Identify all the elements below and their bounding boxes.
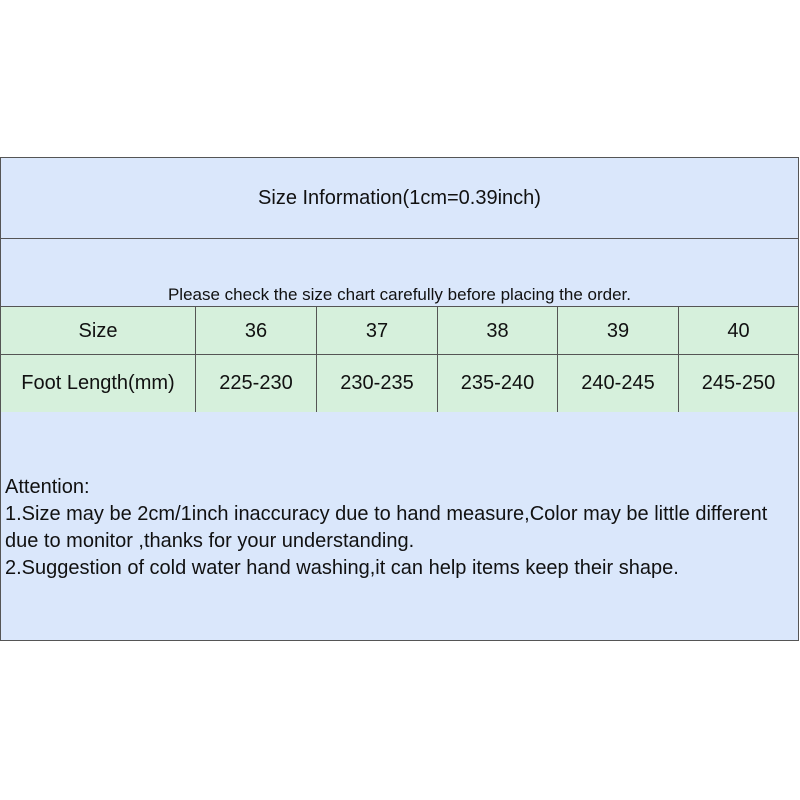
chart-title: Size Information(1cm=0.39inch) [1,158,798,239]
table-cell: 240-245 [558,355,679,412]
attention-line-2: 2.Suggestion of cold water hand washing,… [5,557,679,579]
table-cell: 225-230 [196,355,317,412]
attention-line-1: 1.Size may be 2cm/1inch inaccuracy due t… [5,503,768,552]
attention-heading: Attention: [5,476,90,498]
table-cell: 245-250 [701,372,776,394]
header-cell: 36 [196,307,317,355]
table-cell: 230-235 [317,355,438,412]
size-chart: Size Information(1cm=0.39inch) Please ch… [0,157,799,641]
header-cell: 37 [317,307,438,355]
header-cell: 40 [727,319,750,342]
header-cell: Size [1,307,196,355]
header-cell: 39 [558,307,679,355]
order-note: Please check the size chart carefully be… [1,239,798,307]
table-header-row: Size 36 37 38 39 40 [1,306,798,355]
header-cell: 38 [438,307,558,355]
table-cell: 235-240 [438,355,558,412]
table-row: Foot Length(mm) 225-230 230-235 235-240 … [1,354,798,413]
table-cell: Foot Length(mm) [1,355,196,412]
attention-section: Attention: 1.Size may be 2cm/1inch inacc… [1,412,798,640]
